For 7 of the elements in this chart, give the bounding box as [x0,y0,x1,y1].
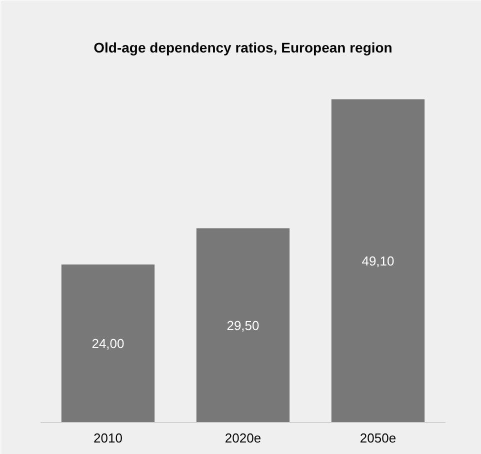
x-tick-label: 2050e [360,430,396,446]
data-label: 49,10 [362,253,394,268]
data-label: 29,50 [226,318,260,333]
x-tick-label: 2010 [94,430,122,446]
data-label: 24,00 [92,336,124,352]
x-tick-label: 2020e [224,430,262,446]
chart-title: Old-age dependency ratios, European region [94,40,392,56]
